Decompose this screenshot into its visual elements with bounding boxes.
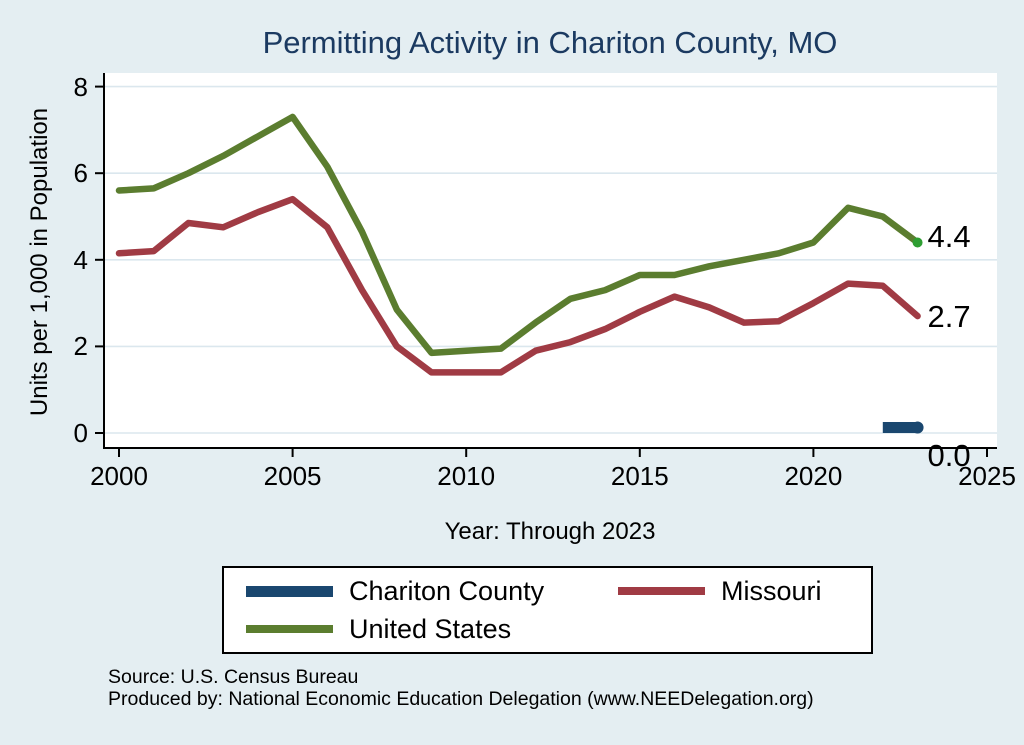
chariton-county-end-dot [911, 421, 924, 434]
footer-source: Source: U.S. Census Bureau [108, 666, 359, 688]
legend-label-chariton-county: Chariton County [349, 575, 545, 606]
missouri-line-swatch [618, 587, 705, 595]
x-axis-label: Year: Through 2023 [444, 518, 656, 545]
x-tick-label-2015: 2015 [610, 461, 669, 491]
legend-label-missouri: Missouri [721, 575, 822, 606]
legend-item-missouri: Missouri [618, 576, 863, 607]
x-tick-label-2010: 2010 [437, 461, 496, 491]
end-label-missouri: 2.7 [927, 299, 971, 335]
y-tick-label-2: 2 [73, 331, 88, 362]
legend-label-united-states: United States [349, 613, 512, 644]
legend-item-chariton-county: Chariton County [246, 576, 618, 607]
united-states-end-dot [912, 237, 923, 248]
x-tick-label-2005: 2005 [263, 461, 322, 491]
x-tick-label-2000: 2000 [90, 461, 148, 491]
x-tick-label-2025: 2025 [958, 461, 1016, 491]
chariton-county-line-swatch [246, 585, 333, 597]
chart-svg [95, 73, 997, 457]
united-states-line-swatch [246, 625, 333, 633]
footer: Source: U.S. Census Bureau Produced by: … [108, 666, 814, 710]
y-tick-label-8: 8 [73, 71, 88, 102]
end-label-united-states: 4.4 [927, 219, 971, 255]
y-tick-label-4: 4 [73, 244, 88, 275]
x-tick-label-2020: 2020 [784, 461, 843, 491]
legend: Chariton County Missouri United States [222, 566, 873, 654]
end-label-chariton-county: 0.0 [927, 437, 971, 473]
y-tick-label-0: 0 [73, 418, 88, 448]
missouri-line [115, 195, 921, 376]
footer-produced-by: Produced by: National Economic Education… [108, 688, 814, 710]
y-tick-label-6: 6 [73, 158, 88, 189]
page-title: Permitting Activity in Chariton County, … [262, 25, 838, 60]
legend-item-united-states: United States [246, 614, 618, 645]
united-states-line [115, 113, 921, 357]
